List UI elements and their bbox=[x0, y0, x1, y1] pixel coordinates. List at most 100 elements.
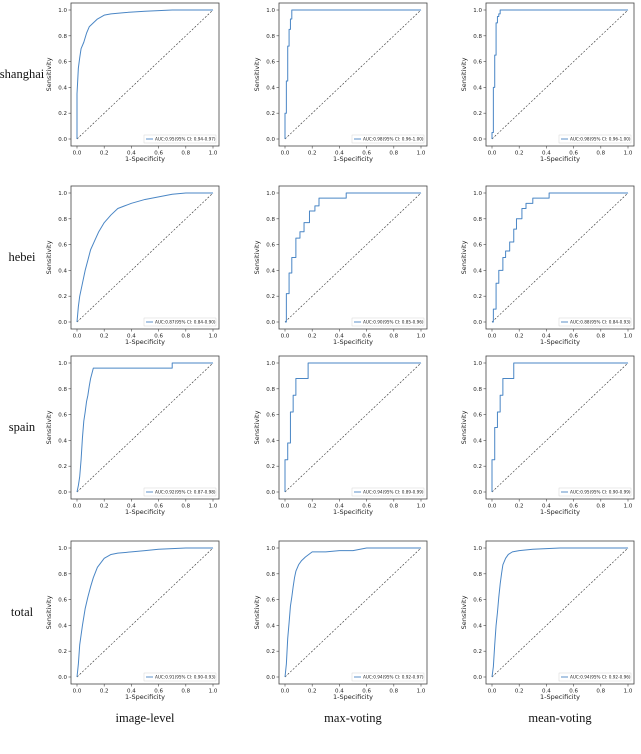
x-axis-label: 1-Specificity bbox=[540, 155, 580, 163]
y-tick-label: 1.0 bbox=[58, 8, 67, 14]
y-tick-label: 0.8 bbox=[58, 217, 67, 223]
x-axis-label: 1-Specificity bbox=[540, 338, 580, 346]
roc-panel-spain-image-level: 0.0 0.0 0.2 0.2 0.4 0.4 0.6 0.6 0.8 0.8 1.0 1.0 1-Sp… bbox=[45, 355, 220, 516]
legend-box bbox=[143, 317, 217, 327]
row-label-total: total bbox=[11, 605, 34, 619]
legend-label: AUC:0.88(95% CI: 0.84-0.93) bbox=[570, 320, 631, 325]
x-tick-label: 0.0 bbox=[281, 334, 290, 340]
x-tick-label: 1.0 bbox=[209, 504, 218, 510]
roc-curve bbox=[76, 192, 213, 323]
row-label-hebei: hebei bbox=[8, 250, 36, 264]
x-axis-label: 1-Specificity bbox=[333, 693, 373, 701]
chance-diagonal-line bbox=[491, 362, 629, 493]
roc-panel-shanghai-image-level: 0.0 0.0 0.2 0.2 0.4 0.4 0.6 0.6 0.8 0.8 1.0 1.0 1-Sp… bbox=[45, 2, 220, 163]
x-tick-label: 0.8 bbox=[389, 689, 398, 695]
y-axis-label: Sensitivity bbox=[253, 57, 261, 91]
roc-panel-hebei-image-level: 0.0 0.0 0.2 0.2 0.4 0.4 0.6 0.6 0.8 0.8 1.0 1.0 1-Sp… bbox=[45, 185, 220, 346]
y-tick-label: 0.0 bbox=[58, 320, 67, 326]
x-tick-label: 1.0 bbox=[624, 504, 633, 510]
x-tick-label: 0.2 bbox=[100, 689, 109, 695]
axes-frame bbox=[485, 2, 635, 147]
x-tick-label: 0.6 bbox=[362, 504, 371, 510]
y-tick-label: 0.4 bbox=[473, 623, 482, 629]
x-tick-label: 0.0 bbox=[281, 689, 290, 695]
legend-label: AUC:0.94(95% CI: 0.92-0.97) bbox=[363, 675, 424, 680]
chance-diagonal-line bbox=[284, 547, 422, 678]
x-tick-label: 0.2 bbox=[308, 151, 317, 157]
x-tick-label: 1.0 bbox=[624, 689, 633, 695]
legend-label: AUC:0.98(95% CI: 0.96-1.00) bbox=[570, 137, 631, 142]
y-axis-label: Sensitivity bbox=[253, 240, 261, 274]
legend-label: AUC:0.98(95% CI: 0.96-1.00) bbox=[363, 137, 424, 142]
y-tick-label: 0.2 bbox=[58, 294, 67, 300]
x-tick-label: 1.0 bbox=[417, 504, 426, 510]
y-tick-label: 0.8 bbox=[473, 387, 482, 393]
legend-label: AUC:0.92(95% CI: 0.87-0.98) bbox=[155, 490, 216, 495]
y-axis-label: Sensitivity bbox=[460, 57, 468, 91]
y-tick-label: 0.2 bbox=[266, 111, 275, 117]
column-label-max-voting: max-voting bbox=[324, 711, 382, 725]
roc-panel-total-image-level: 0.0 0.0 0.2 0.2 0.4 0.4 0.6 0.6 0.8 0.8 1.0 1.0 1-Sp… bbox=[45, 540, 220, 701]
y-tick-label: 0.8 bbox=[58, 34, 67, 40]
y-tick-label: 0.8 bbox=[58, 387, 67, 393]
x-tick-label: 1.0 bbox=[417, 689, 426, 695]
x-tick-label: 0.4 bbox=[542, 151, 551, 157]
y-tick-label: 0.8 bbox=[473, 34, 482, 40]
x-tick-label: 0.8 bbox=[596, 334, 605, 340]
chance-diagonal-line bbox=[284, 9, 422, 140]
x-axis-label: 1-Specificity bbox=[333, 338, 373, 346]
legend-box bbox=[558, 672, 632, 682]
y-tick-label: 0.6 bbox=[266, 243, 275, 249]
x-tick-label: 0.6 bbox=[569, 504, 578, 510]
y-tick-label: 0.6 bbox=[473, 60, 482, 66]
x-tick-label: 0.6 bbox=[154, 689, 163, 695]
x-tick-label: 0.8 bbox=[596, 151, 605, 157]
x-tick-label: 0.6 bbox=[362, 334, 371, 340]
y-tick-label: 0.0 bbox=[266, 137, 275, 143]
x-tick-label: 0.8 bbox=[181, 689, 190, 695]
roc-panel-spain-mean-voting: 0.0 0.0 0.2 0.2 0.4 0.4 0.6 0.6 0.8 0.8 1.0 1.0 1-Sp… bbox=[460, 355, 635, 516]
x-axis-label: 1-Specificity bbox=[125, 508, 165, 516]
x-tick-label: 0.0 bbox=[281, 504, 290, 510]
y-tick-label: 0.4 bbox=[266, 268, 275, 274]
roc-curve bbox=[491, 362, 628, 492]
legend-box bbox=[351, 317, 425, 327]
x-axis-label: 1-Specificity bbox=[333, 508, 373, 516]
x-tick-label: 0.4 bbox=[127, 334, 136, 340]
x-tick-label: 0.8 bbox=[389, 151, 398, 157]
y-tick-label: 0.8 bbox=[266, 387, 275, 393]
y-tick-label: 0.8 bbox=[266, 217, 275, 223]
x-tick-label: 0.0 bbox=[488, 504, 497, 510]
y-tick-label: 0.6 bbox=[58, 60, 67, 66]
x-tick-label: 0.8 bbox=[181, 334, 190, 340]
x-tick-label: 0.4 bbox=[335, 151, 344, 157]
x-tick-label: 0.8 bbox=[389, 334, 398, 340]
y-tick-label: 0.6 bbox=[473, 413, 482, 419]
roc-panel-total-mean-voting: 0.0 0.0 0.2 0.2 0.4 0.4 0.6 0.6 0.8 0.8 1.0 1.0 1-Sp… bbox=[460, 540, 635, 701]
legend-box bbox=[558, 317, 632, 327]
roc-curve bbox=[285, 192, 421, 323]
chance-diagonal-line bbox=[491, 192, 629, 323]
y-axis-label: Sensitivity bbox=[460, 410, 468, 444]
y-tick-label: 0.0 bbox=[58, 675, 67, 681]
legend-box bbox=[143, 487, 217, 497]
y-axis-label: Sensitivity bbox=[253, 595, 261, 629]
axes-frame bbox=[70, 355, 220, 500]
y-tick-label: 1.0 bbox=[473, 8, 482, 14]
x-tick-label: 0.2 bbox=[308, 689, 317, 695]
x-tick-label: 0.6 bbox=[154, 151, 163, 157]
y-axis-label: Sensitivity bbox=[45, 57, 53, 91]
y-tick-label: 1.0 bbox=[266, 546, 275, 552]
x-tick-label: 0.4 bbox=[127, 504, 136, 510]
x-axis-label: 1-Specificity bbox=[333, 155, 373, 163]
x-tick-label: 0.4 bbox=[335, 689, 344, 695]
axes-frame bbox=[485, 540, 635, 685]
x-tick-label: 0.4 bbox=[542, 504, 551, 510]
x-tick-label: 0.8 bbox=[181, 504, 190, 510]
x-tick-label: 0.2 bbox=[515, 334, 524, 340]
y-tick-label: 0.6 bbox=[58, 413, 67, 419]
x-tick-label: 0.2 bbox=[515, 151, 524, 157]
x-tick-label: 0.0 bbox=[73, 689, 82, 695]
